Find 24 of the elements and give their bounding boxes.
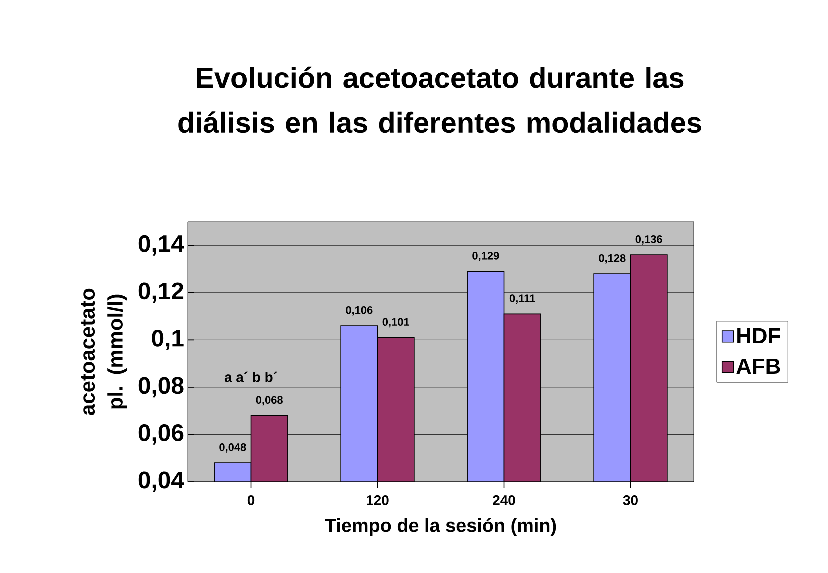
data-label: 0,129	[472, 252, 500, 262]
data-label: 0,111	[510, 294, 536, 304]
legend-label: AFB	[736, 358, 780, 374]
x-axis-title: Tiempo de la sesión (min)	[325, 518, 556, 536]
data-label: 0,128	[599, 254, 626, 264]
legend-label: HDF	[738, 328, 780, 344]
y-tick-label: 0,12	[138, 282, 184, 304]
x-tick-label: 0	[248, 495, 255, 506]
y-axis-title: acetoacetato pl. (mmol/l)	[81, 288, 128, 416]
y-tick-label: 0,1	[152, 330, 184, 350]
x-tick-label: 30	[623, 495, 638, 506]
data-label: 0,101	[382, 318, 410, 328]
chart-title: Evolución acetoacetato durante las diálisis en las diferentes modalidades	[178, 66, 702, 134]
data-label: 0,068	[256, 396, 283, 406]
y-tick-label: 0,06	[138, 424, 184, 445]
data-label: 0,136	[636, 236, 662, 245]
x-tick-label: 240	[493, 495, 516, 506]
y-tick-label: 0,08	[138, 377, 184, 398]
data-label: 0,048	[220, 444, 246, 453]
annotation: a a´ b b´	[224, 372, 278, 382]
data-label: 0,106	[346, 306, 373, 316]
y-tick-label: 0,14	[138, 235, 184, 256]
x-tick-label: 120	[366, 495, 389, 506]
y-tick-label: 0,04	[138, 472, 184, 492]
